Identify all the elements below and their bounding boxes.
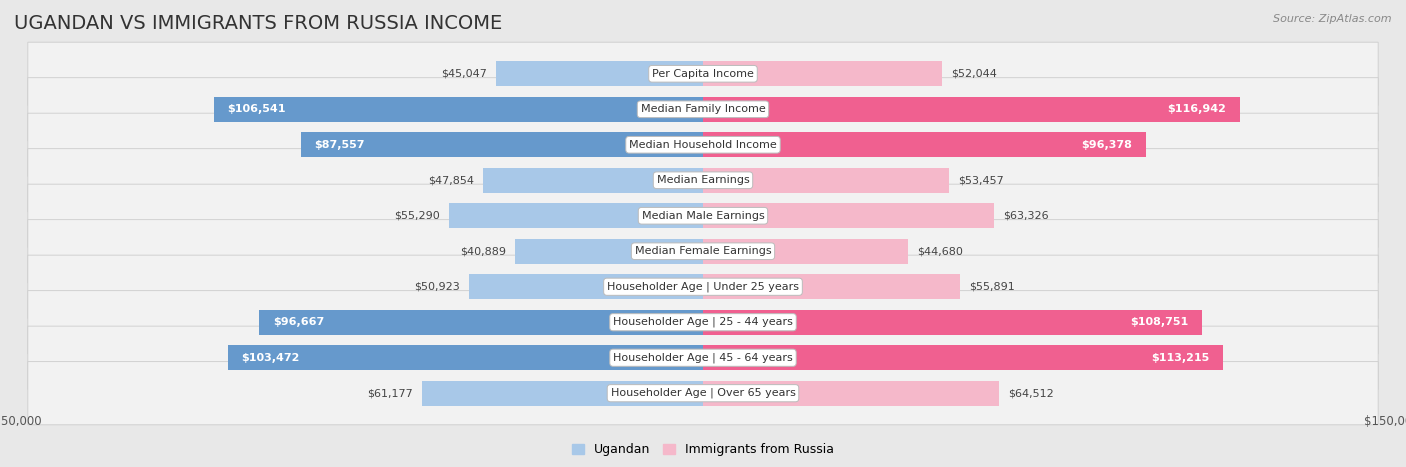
Text: Householder Age | 45 - 64 years: Householder Age | 45 - 64 years: [613, 353, 793, 363]
Bar: [228, 345, 703, 370]
Legend: Ugandan, Immigrants from Russia: Ugandan, Immigrants from Russia: [567, 439, 839, 461]
Text: $55,891: $55,891: [969, 282, 1015, 292]
Bar: [703, 203, 994, 228]
Bar: [496, 61, 703, 86]
Text: Median Female Earnings: Median Female Earnings: [634, 246, 772, 256]
FancyBboxPatch shape: [28, 219, 1378, 283]
FancyBboxPatch shape: [28, 78, 1378, 141]
FancyBboxPatch shape: [28, 113, 1378, 177]
Bar: [703, 168, 949, 193]
Text: $55,290: $55,290: [394, 211, 440, 221]
Text: $106,541: $106,541: [228, 104, 285, 114]
Text: Median Household Income: Median Household Income: [628, 140, 778, 150]
FancyBboxPatch shape: [28, 290, 1378, 354]
Text: Median Male Earnings: Median Male Earnings: [641, 211, 765, 221]
Text: $63,326: $63,326: [1002, 211, 1049, 221]
Bar: [259, 310, 703, 335]
Text: $50,923: $50,923: [415, 282, 460, 292]
Text: $87,557: $87,557: [315, 140, 366, 150]
Bar: [301, 132, 703, 157]
Text: $116,942: $116,942: [1167, 104, 1226, 114]
Text: $96,378: $96,378: [1081, 140, 1132, 150]
Bar: [703, 132, 1146, 157]
Bar: [703, 61, 942, 86]
Bar: [214, 97, 703, 122]
Text: $45,047: $45,047: [441, 69, 486, 79]
Text: Median Earnings: Median Earnings: [657, 175, 749, 185]
Bar: [703, 239, 908, 264]
Bar: [449, 203, 703, 228]
Text: Per Capita Income: Per Capita Income: [652, 69, 754, 79]
Bar: [470, 274, 703, 299]
Text: Median Family Income: Median Family Income: [641, 104, 765, 114]
Bar: [703, 274, 960, 299]
Text: $96,667: $96,667: [273, 317, 323, 327]
Text: $44,680: $44,680: [917, 246, 963, 256]
Text: $40,889: $40,889: [460, 246, 506, 256]
FancyBboxPatch shape: [28, 361, 1378, 425]
Bar: [703, 345, 1223, 370]
Text: $53,457: $53,457: [957, 175, 1004, 185]
FancyBboxPatch shape: [28, 149, 1378, 212]
FancyBboxPatch shape: [28, 255, 1378, 318]
Bar: [422, 381, 703, 406]
Text: Householder Age | 25 - 44 years: Householder Age | 25 - 44 years: [613, 317, 793, 327]
FancyBboxPatch shape: [28, 184, 1378, 248]
FancyBboxPatch shape: [28, 42, 1378, 106]
Text: Householder Age | Over 65 years: Householder Age | Over 65 years: [610, 388, 796, 398]
Text: $64,512: $64,512: [1008, 388, 1054, 398]
Text: $103,472: $103,472: [242, 353, 299, 363]
Bar: [703, 310, 1202, 335]
Text: $61,177: $61,177: [367, 388, 413, 398]
Text: Source: ZipAtlas.com: Source: ZipAtlas.com: [1274, 14, 1392, 24]
Text: $47,854: $47,854: [427, 175, 474, 185]
Bar: [703, 97, 1240, 122]
Bar: [703, 381, 1000, 406]
Text: Householder Age | Under 25 years: Householder Age | Under 25 years: [607, 282, 799, 292]
Text: $52,044: $52,044: [952, 69, 997, 79]
Text: UGANDAN VS IMMIGRANTS FROM RUSSIA INCOME: UGANDAN VS IMMIGRANTS FROM RUSSIA INCOME: [14, 14, 502, 33]
FancyBboxPatch shape: [28, 326, 1378, 389]
Bar: [484, 168, 703, 193]
Text: $113,215: $113,215: [1152, 353, 1209, 363]
Bar: [515, 239, 703, 264]
Text: $108,751: $108,751: [1130, 317, 1188, 327]
